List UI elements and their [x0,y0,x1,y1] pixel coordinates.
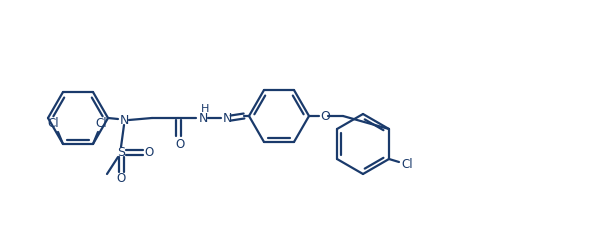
Text: Cl: Cl [47,117,59,131]
Text: N: N [199,112,208,125]
Text: Cl: Cl [95,117,107,131]
Text: N: N [119,113,128,127]
Text: H: H [201,104,209,114]
Text: O: O [116,173,125,185]
Text: N: N [223,111,232,124]
Text: O: O [145,145,154,159]
Text: O: O [320,110,330,122]
Text: S: S [117,145,125,159]
Text: Cl: Cl [401,158,413,171]
Text: O: O [175,138,185,150]
